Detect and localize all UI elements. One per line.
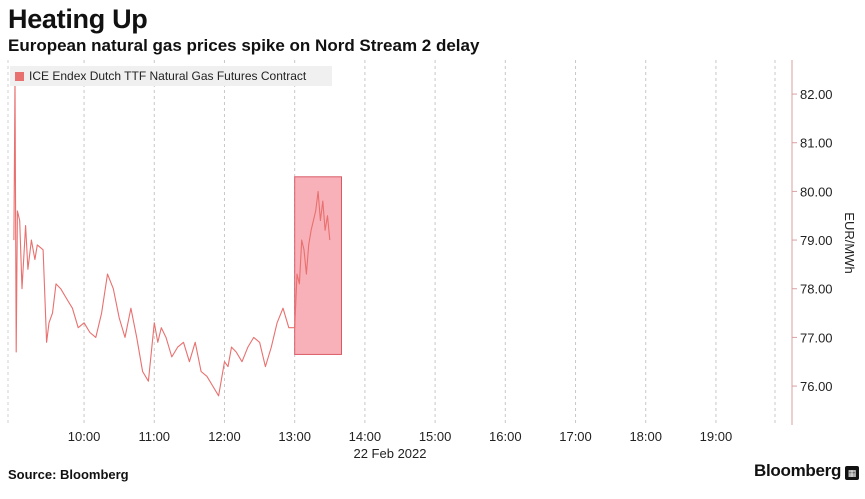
y-tick-label: 82.00 — [800, 87, 833, 102]
y-tick-label: 78.00 — [800, 282, 833, 297]
x-tick-label: 14:00 — [349, 429, 382, 444]
y-tick-label: 76.00 — [800, 379, 833, 394]
y-tick-label: 79.00 — [800, 233, 833, 248]
x-tick-label: 16:00 — [489, 429, 522, 444]
x-tick-label: 19:00 — [700, 429, 733, 444]
bloomberg-logo-icon: ▦ — [845, 466, 859, 480]
y-tick-label: 81.00 — [800, 136, 833, 151]
y-tick-label: 80.00 — [800, 184, 833, 199]
legend-swatch — [15, 72, 24, 81]
source-note: Source: Bloomberg — [8, 467, 129, 482]
legend: ICE Endex Dutch TTF Natural Gas Futures … — [10, 66, 332, 86]
x-axis-label: 22 Feb 2022 — [353, 446, 426, 461]
x-tick-label: 12:00 — [208, 429, 241, 444]
x-tick-label: 10:00 — [68, 429, 101, 444]
chart-subtitle: European natural gas prices spike on Nor… — [8, 36, 480, 55]
chart-title: Heating Up — [8, 4, 148, 34]
x-tick-label: 13:00 — [278, 429, 311, 444]
brand-logo-text: Bloomberg — [754, 461, 842, 480]
price-series-line — [13, 78, 331, 397]
x-tick-label: 17:00 — [559, 429, 592, 444]
plot-area — [8, 60, 792, 425]
x-tick-label: 15:00 — [419, 429, 452, 444]
legend-label: ICE Endex Dutch TTF Natural Gas Futures … — [29, 69, 307, 83]
y-axis-label: EUR/MWh — [842, 212, 857, 273]
highlight-box — [294, 176, 342, 355]
y-tick-label: 77.00 — [800, 330, 833, 345]
x-tick-label: 18:00 — [629, 429, 662, 444]
x-tick-label: 11:00 — [138, 429, 170, 444]
